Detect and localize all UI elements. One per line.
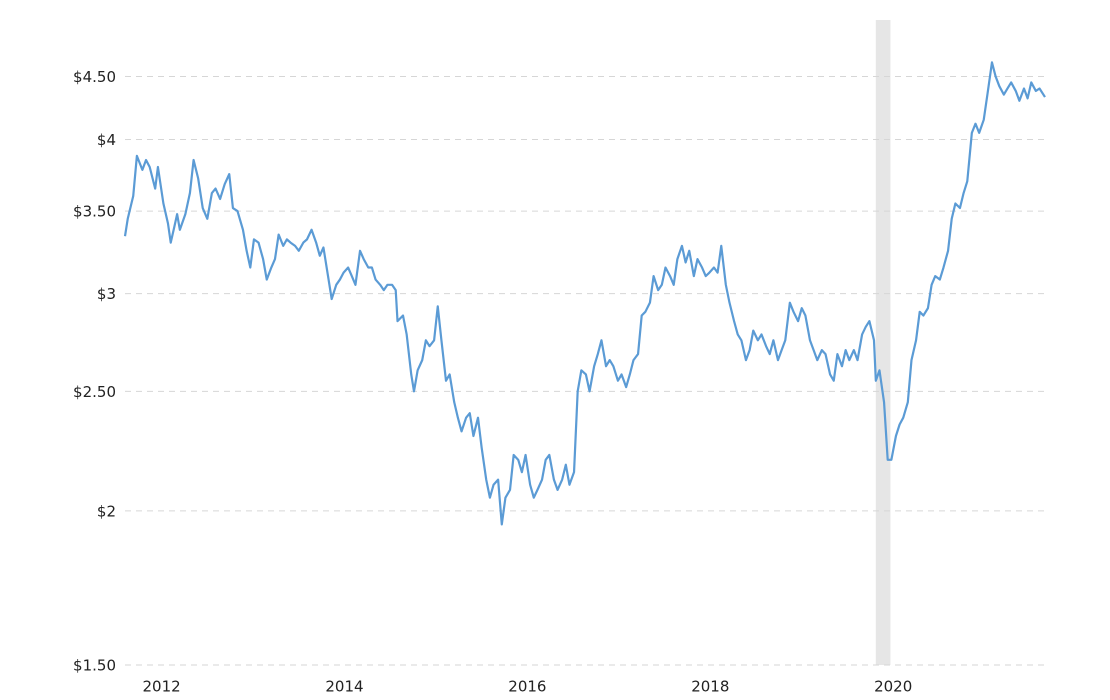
y-tick-label: $2.50 xyxy=(73,383,116,401)
y-tick-label: $2 xyxy=(97,502,116,520)
y-tick-label: $4 xyxy=(97,131,116,149)
x-tick-label: 2014 xyxy=(325,678,363,696)
y-tick-label: $4.50 xyxy=(73,68,116,86)
y-tick-label: $3 xyxy=(97,285,116,303)
x-tick-label: 2018 xyxy=(691,678,729,696)
x-tick-label: 2012 xyxy=(142,678,180,696)
x-tick-label: 2020 xyxy=(874,678,912,696)
x-tick-label: 2016 xyxy=(508,678,546,696)
price-line xyxy=(123,61,1046,526)
recession-band xyxy=(875,20,891,665)
y-tick-label: $1.50 xyxy=(73,657,116,675)
y-tick-label: $3.50 xyxy=(73,203,116,221)
